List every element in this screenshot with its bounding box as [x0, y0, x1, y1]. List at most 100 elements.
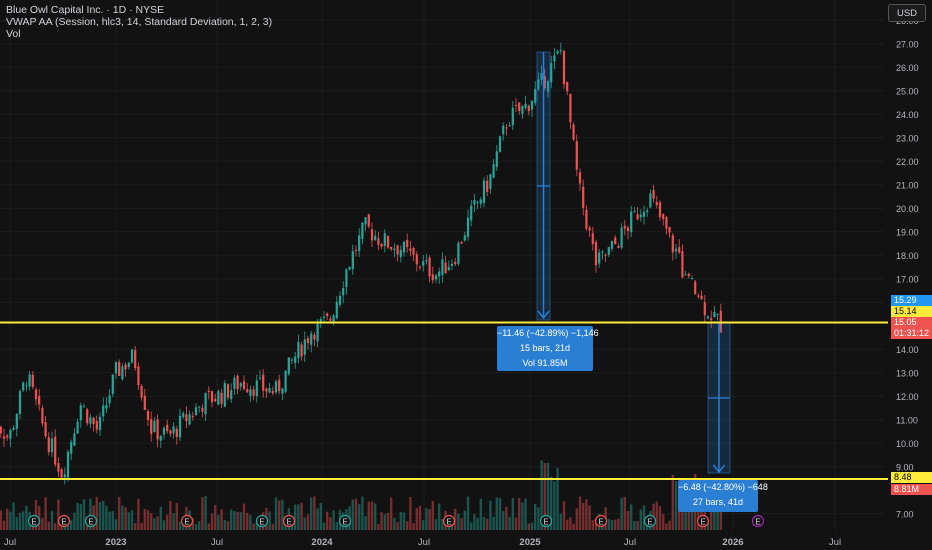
candle-body: [265, 388, 268, 392]
candle-body: [156, 419, 159, 440]
candle-body: [614, 237, 617, 244]
earnings-marker: E: [696, 514, 710, 528]
volume-bar: [470, 522, 473, 530]
volume-bar: [82, 499, 86, 530]
measure-arrowhead-1: [537, 310, 550, 320]
candle-body: [444, 262, 447, 274]
candle-body: [105, 405, 108, 409]
volume-bar: [476, 517, 479, 530]
candle-body: [66, 451, 70, 478]
time-axis-label: Jul: [211, 537, 223, 548]
volume-bar: [466, 496, 470, 530]
candle-body: [569, 93, 572, 123]
volume-bar: [569, 517, 572, 530]
candle-body: [482, 180, 486, 203]
volume-bar: [614, 519, 617, 530]
volume-bar: [441, 519, 444, 530]
volume-bar: [246, 512, 249, 530]
volume-bar: [591, 520, 594, 530]
earnings-icon: [84, 514, 98, 528]
candle-body: [121, 366, 124, 380]
volume-bar: [252, 523, 255, 530]
volume-bar: [358, 504, 361, 530]
measure-info-box-2[interactable]: −6.48 (−42.80%) −648 27 bars, 41d: [678, 480, 768, 512]
volume-bar: [710, 496, 713, 530]
candle-body: [348, 266, 351, 270]
volume-bar: [642, 505, 646, 530]
candle-body: [652, 190, 655, 199]
volume-bar: [9, 511, 12, 530]
candle-body: [98, 416, 102, 431]
volume-bar: [566, 519, 569, 530]
candle-body: [150, 419, 153, 435]
measure-info-box-1[interactable]: −11.46 (−42.89%) −1,146 15 bars, 21d Vol…: [497, 326, 599, 371]
earnings-label: E: [184, 518, 189, 527]
candle-body: [207, 390, 210, 392]
volume-bar: [527, 523, 530, 530]
volume-bar: [626, 510, 630, 530]
candle-body: [47, 437, 50, 452]
candle-body: [284, 370, 287, 392]
chart-legend[interactable]: Blue Owl Capital Inc. · 1D · NYSE VWAP A…: [6, 4, 272, 40]
volume-bar: [18, 512, 22, 530]
candle-body: [274, 381, 278, 393]
earnings-icon: [57, 514, 71, 528]
candle-body: [598, 252, 601, 264]
price-axis-label: 24.00: [896, 110, 919, 120]
candle-body: [361, 222, 364, 239]
candle-body: [594, 242, 598, 266]
volume-bar: [585, 499, 588, 530]
volume-bar: [460, 518, 463, 530]
candle-body: [665, 217, 668, 229]
candle-body: [191, 415, 194, 417]
earnings-label: E: [543, 518, 548, 527]
volume-bar: [70, 520, 73, 530]
volume-bar: [175, 502, 178, 530]
earnings-icon: [255, 514, 269, 528]
earnings-label: E: [446, 518, 451, 527]
symbol-title[interactable]: Blue Owl Capital Inc. · 1D · NYSE: [6, 4, 165, 16]
volume-bar: [537, 507, 540, 530]
candle-body: [495, 151, 498, 167]
candle-body: [127, 362, 130, 368]
volume-bar: [50, 510, 54, 530]
volume-bar: [415, 508, 418, 530]
indicator-label[interactable]: VWAP AA (Session, hlc3, 14, Standard Dev…: [6, 16, 273, 28]
volume-bar: [418, 506, 422, 530]
volume-bar: [169, 500, 172, 530]
candle-body: [418, 266, 422, 268]
currency-button[interactable]: USD: [888, 4, 926, 22]
candle-body: [281, 388, 284, 394]
candle-body: [210, 391, 214, 403]
candle-body: [511, 107, 514, 126]
candle-body: [217, 391, 220, 405]
volume-bar: [300, 502, 303, 530]
candle-body: [31, 374, 34, 387]
time-axis-label: 2024: [311, 537, 333, 548]
volume-bar: [207, 523, 210, 530]
candle-body: [422, 261, 425, 266]
volume-bar: [182, 522, 185, 530]
chart-grid: [0, 0, 884, 533]
volume-bar: [482, 517, 486, 530]
candle-body: [57, 463, 60, 472]
volume-bar: [377, 523, 380, 530]
volume-bar: [562, 501, 566, 530]
volume-bar: [498, 498, 502, 530]
volume-bar: [127, 512, 130, 530]
volume-bar: [422, 520, 425, 530]
candle-body: [114, 362, 118, 374]
candle-body: [118, 361, 121, 376]
earnings-label: E: [755, 518, 760, 527]
volume-label[interactable]: Vol: [6, 28, 21, 40]
volume-bar: [146, 510, 150, 530]
volume-bar: [233, 510, 236, 530]
candle-body: [457, 242, 460, 264]
candle-body: [540, 72, 543, 80]
candle-body: [438, 271, 441, 277]
candle-body: [319, 318, 322, 322]
price-axis-label: 9.00: [896, 462, 914, 472]
volume-bar: [239, 512, 242, 530]
volume-bar: [559, 513, 562, 530]
